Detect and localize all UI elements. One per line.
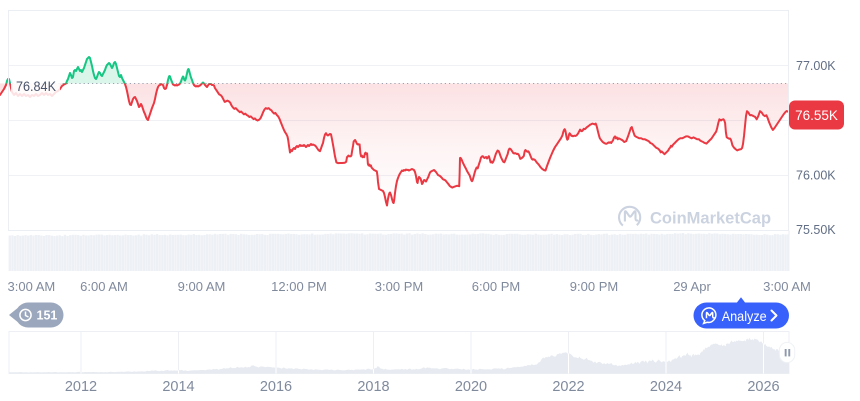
svg-text:9:00 PM: 9:00 PM	[570, 279, 618, 294]
svg-text:2012: 2012	[65, 379, 97, 395]
svg-text:2022: 2022	[552, 379, 584, 395]
svg-text:6:00 AM: 6:00 AM	[80, 279, 128, 294]
svg-text:3:00 AM: 3:00 AM	[763, 279, 811, 294]
svg-text:6:00 PM: 6:00 PM	[472, 279, 520, 294]
svg-text:9:00 AM: 9:00 AM	[178, 279, 226, 294]
svg-text:2026: 2026	[747, 379, 779, 395]
svg-text:77.00K: 77.00K	[796, 59, 836, 73]
svg-text:12:00 PM: 12:00 PM	[271, 279, 327, 294]
svg-text:151: 151	[37, 309, 58, 323]
svg-text:29 Apr: 29 Apr	[673, 279, 711, 294]
svg-text:CoinMarketCap: CoinMarketCap	[650, 210, 771, 228]
svg-text:76.00K: 76.00K	[796, 169, 836, 183]
svg-text:2018: 2018	[357, 379, 389, 395]
svg-text:75.50K: 75.50K	[796, 223, 836, 237]
svg-text:3:00 AM: 3:00 AM	[8, 279, 56, 294]
svg-text:2016: 2016	[260, 379, 292, 395]
svg-text:76.84K: 76.84K	[16, 78, 57, 94]
svg-text:2014: 2014	[162, 379, 194, 395]
svg-text:2020: 2020	[455, 379, 487, 395]
svg-text:2024: 2024	[650, 379, 682, 395]
svg-text:76.55K: 76.55K	[795, 108, 838, 123]
svg-text:3:00 PM: 3:00 PM	[375, 279, 423, 294]
svg-text:Analyze: Analyze	[722, 308, 767, 324]
